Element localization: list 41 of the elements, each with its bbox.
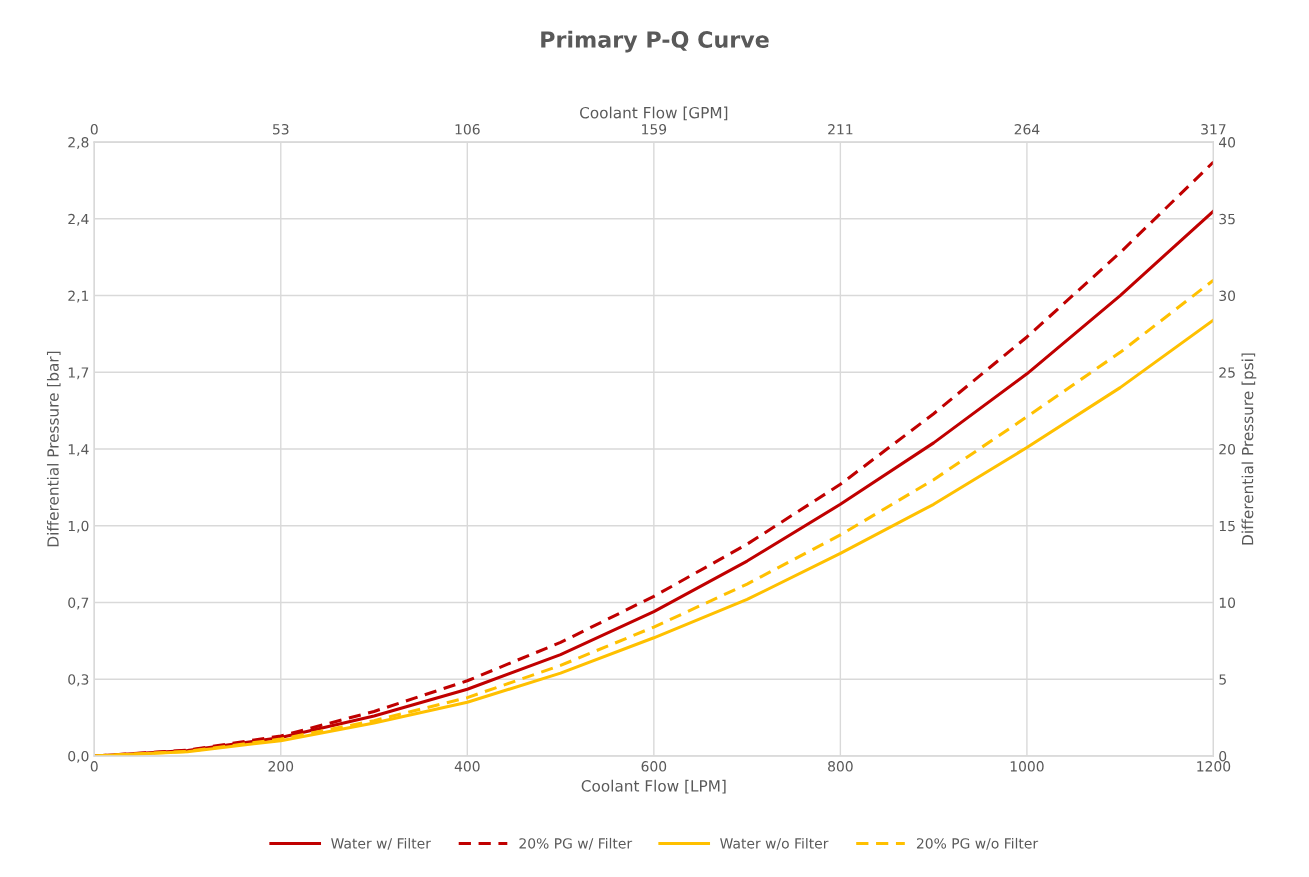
x2-tick-label: 264: [1014, 124, 1040, 135]
x-tick-label: 1200: [1197, 761, 1231, 772]
x2-tick-label: 106: [455, 124, 480, 135]
y-tick-label: 0,0: [68, 750, 89, 763]
legend-label: 20% PG w/ Filter: [519, 837, 633, 850]
legend-label: Water w/ Filter: [331, 837, 431, 850]
x-tick-label: 1000: [1010, 761, 1044, 772]
x-tick-label: 600: [641, 761, 667, 772]
y-tick-label: 1,7: [68, 367, 89, 380]
x-axis-title: Coolant Flow [LPM]: [581, 779, 726, 794]
y2-tick-label: 35: [1219, 213, 1235, 225]
x2-tick-label: 317: [1201, 124, 1226, 135]
x-tick-label: 800: [828, 761, 853, 772]
y2-tick-label: 15: [1219, 520, 1235, 532]
x2-tick-label: 211: [828, 124, 853, 135]
y-tick-label: 1,4: [68, 444, 89, 456]
y-tick-label: 0,7: [68, 597, 89, 610]
y2-tick-label: 30: [1219, 290, 1236, 302]
y2-tick-label: 0: [1219, 750, 1227, 762]
y-tick-label: 2,4: [68, 213, 89, 226]
x2-tick-label: 159: [642, 124, 667, 135]
y-tick-label: 0,3: [68, 674, 89, 687]
y2-tick-label: 40: [1218, 137, 1236, 148]
x2-axis-title: Coolant Flow [GPM]: [580, 106, 728, 121]
x2-tick-label: 0: [90, 124, 98, 135]
x2-tick-label: 53: [273, 124, 289, 135]
y2-tick-label: 20: [1219, 443, 1236, 455]
y-tick-label: 2,1: [68, 290, 89, 303]
legend-label: 20% PG w/o Filter: [916, 837, 1039, 850]
y2-tick-label: 10: [1219, 597, 1236, 608]
y-tick-label: 1,0: [68, 520, 89, 533]
x-tick-label: 400: [454, 761, 480, 772]
x-tick-label: 200: [268, 761, 294, 772]
y-tick-label: 2,8: [68, 137, 89, 149]
y2-tick-label: 25: [1219, 367, 1235, 378]
y2-axis-title: Differential Pressure [psi]: [1241, 353, 1257, 545]
y2-tick-label: 5: [1219, 674, 1226, 685]
legend-label: Water w/o Filter: [720, 837, 829, 850]
chart-title: Primary P-Q Curve: [541, 30, 769, 53]
x-tick-label: 0: [90, 761, 98, 772]
y-axis-title: Differential Pressure [bar]: [46, 351, 61, 547]
